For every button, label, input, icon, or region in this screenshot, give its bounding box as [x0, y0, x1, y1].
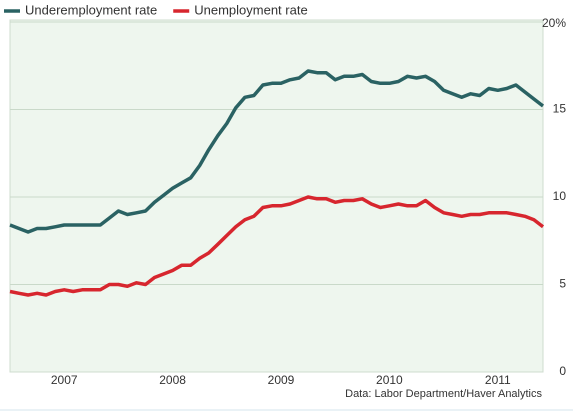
y-tick-label: 5 [559, 277, 566, 291]
series-line [9, 69, 545, 234]
x-tick-label: 2007 [51, 373, 78, 387]
plot-area [9, 19, 544, 373]
source: Data: Labor Department/Haver Analytics [345, 388, 542, 400]
y-tick-label: 15 [553, 102, 567, 116]
x-tick-label: 2011 [485, 373, 511, 387]
x-tick-label: 2009 [268, 373, 295, 387]
legend-label: Unemployment rate [194, 2, 307, 17]
y-tick-label: 0 [559, 364, 566, 378]
series-line [9, 195, 545, 297]
legend-label: Underemployment rate [25, 2, 157, 17]
y-tick-label: 20% [542, 16, 566, 30]
x-tick-label: 2010 [376, 373, 403, 387]
x-tick-label: 2008 [159, 373, 186, 387]
y-tick-label: 10 [553, 189, 567, 203]
